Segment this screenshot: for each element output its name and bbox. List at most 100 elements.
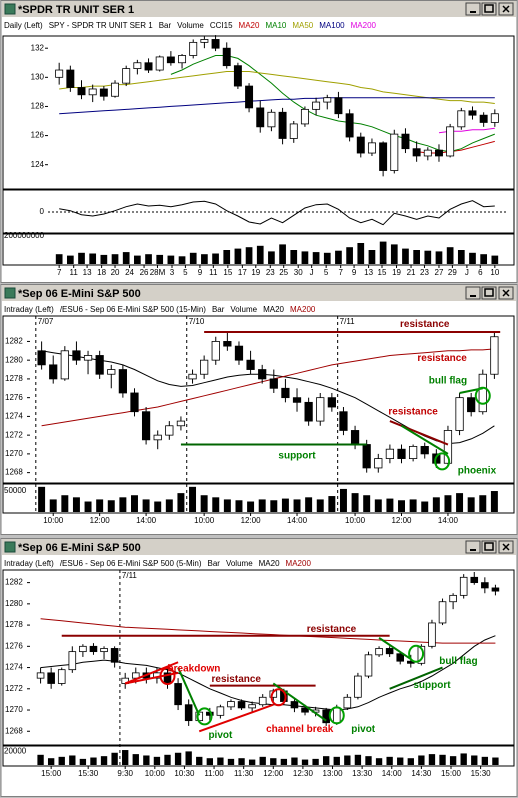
candle-body (256, 107, 265, 128)
y-tick-label: 1272 (5, 684, 23, 693)
legend-item: MA10 (265, 21, 286, 30)
y-tick-label: 1280 (5, 355, 23, 364)
candle-body (200, 359, 209, 375)
candle-body (379, 142, 388, 171)
trend-line (378, 636, 412, 660)
volume-bar (402, 248, 409, 264)
candle-body (332, 707, 341, 724)
candle-body (258, 696, 267, 706)
volume-bar (145, 254, 152, 264)
volume-bar (55, 254, 63, 264)
candle-body (107, 369, 116, 375)
minimize-button[interactable] (465, 540, 481, 554)
x-tick-label: 11:30 (234, 769, 254, 778)
volume-bar (258, 499, 266, 512)
window-title: *Sep 06 E-Mini S&P 500 (18, 288, 141, 300)
x-tick-label: 7 (338, 268, 343, 277)
title-bar (2, 539, 516, 555)
close-button[interactable] (498, 540, 514, 554)
pane (2, 745, 515, 767)
volume-bar (61, 495, 69, 512)
legend-item: MA200 (290, 305, 316, 314)
volume-bar (245, 247, 253, 264)
candle-body (130, 392, 139, 413)
candle-body (362, 444, 371, 469)
divider-label: 7/10 (189, 317, 205, 326)
x-tick-label: 20 (111, 268, 120, 277)
annotation: breakdown (168, 663, 221, 674)
legend-item: Bar (212, 305, 225, 314)
volume-bar (479, 495, 487, 512)
candle-body (290, 701, 299, 709)
volume-bar (248, 759, 256, 765)
volume-bar (469, 252, 476, 264)
highlight-circle (408, 644, 425, 663)
x-tick-label: 11 (70, 268, 79, 277)
trend-line (125, 671, 179, 685)
x-tick-label: 15:00 (41, 769, 62, 778)
x-tick-label: 24 (125, 268, 134, 277)
candle-body (385, 648, 394, 655)
candle-body (89, 645, 98, 653)
maximize-button[interactable] (481, 2, 497, 16)
x-tick-label: 29 (448, 268, 457, 277)
candle-body (327, 397, 336, 408)
volume-bar (164, 754, 171, 765)
volume-bar (177, 493, 185, 512)
candle-body (343, 696, 352, 709)
minimize-button[interactable] (465, 286, 481, 300)
x-tick-label: 15:00 (441, 769, 462, 778)
x-tick-label: 23 (266, 268, 275, 277)
divider-label: 7/11 (122, 571, 138, 580)
candle-body (438, 601, 447, 624)
y-tick-label: 1274 (5, 663, 23, 672)
legend-item: SPY - SPDR TR UNIT SER 1 (49, 21, 154, 30)
volume-bar (174, 752, 182, 765)
candle-body (178, 55, 187, 64)
close-button[interactable] (498, 2, 514, 16)
minimize-button[interactable] (465, 2, 481, 16)
candle-body (479, 114, 488, 123)
volume-bar (435, 251, 443, 264)
button-face (465, 286, 481, 300)
x-tick-label: 14:00 (382, 769, 403, 778)
annotation: support (413, 680, 451, 691)
candle-body (385, 448, 395, 459)
x-tick-label: 26 (140, 268, 149, 277)
candle-body (401, 133, 410, 150)
candle-body (457, 110, 466, 128)
maximize-button[interactable] (481, 540, 497, 554)
maximize-button[interactable] (481, 286, 497, 300)
x-tick-label: 9:30 (117, 769, 133, 778)
candle-body (304, 401, 313, 422)
moving-average-line (41, 348, 495, 427)
volume-bar (301, 251, 309, 264)
annotation: support (278, 450, 316, 461)
volume-bar (407, 758, 414, 765)
volume-bar (111, 254, 119, 264)
close-button[interactable] (498, 286, 514, 300)
volume-bar (398, 500, 405, 512)
candle-body (292, 397, 302, 403)
volume-bar (490, 491, 498, 512)
legend-item: Volume (230, 305, 257, 314)
legend-item: Volume (226, 559, 253, 568)
candle-body (83, 355, 93, 361)
highlight-circle (159, 667, 176, 686)
volume-bar (354, 754, 362, 765)
candle-body (60, 350, 69, 380)
candle-body (449, 594, 457, 603)
button-glyph (484, 542, 494, 551)
y-tick-label: 1278 (5, 374, 23, 383)
button-glyph (484, 288, 494, 297)
volume-bar (100, 756, 108, 765)
volume-bar (409, 499, 417, 512)
volume-tick-label: 20000 (4, 747, 27, 756)
x-tick-label: 5 (324, 268, 329, 277)
window-title: *SPDR TR UNIT SER 1 (18, 4, 134, 16)
candle-body (88, 88, 97, 96)
moving-average-line (40, 618, 496, 644)
candle-body (184, 704, 193, 722)
candle-body (281, 387, 290, 399)
candle-body (36, 672, 45, 679)
